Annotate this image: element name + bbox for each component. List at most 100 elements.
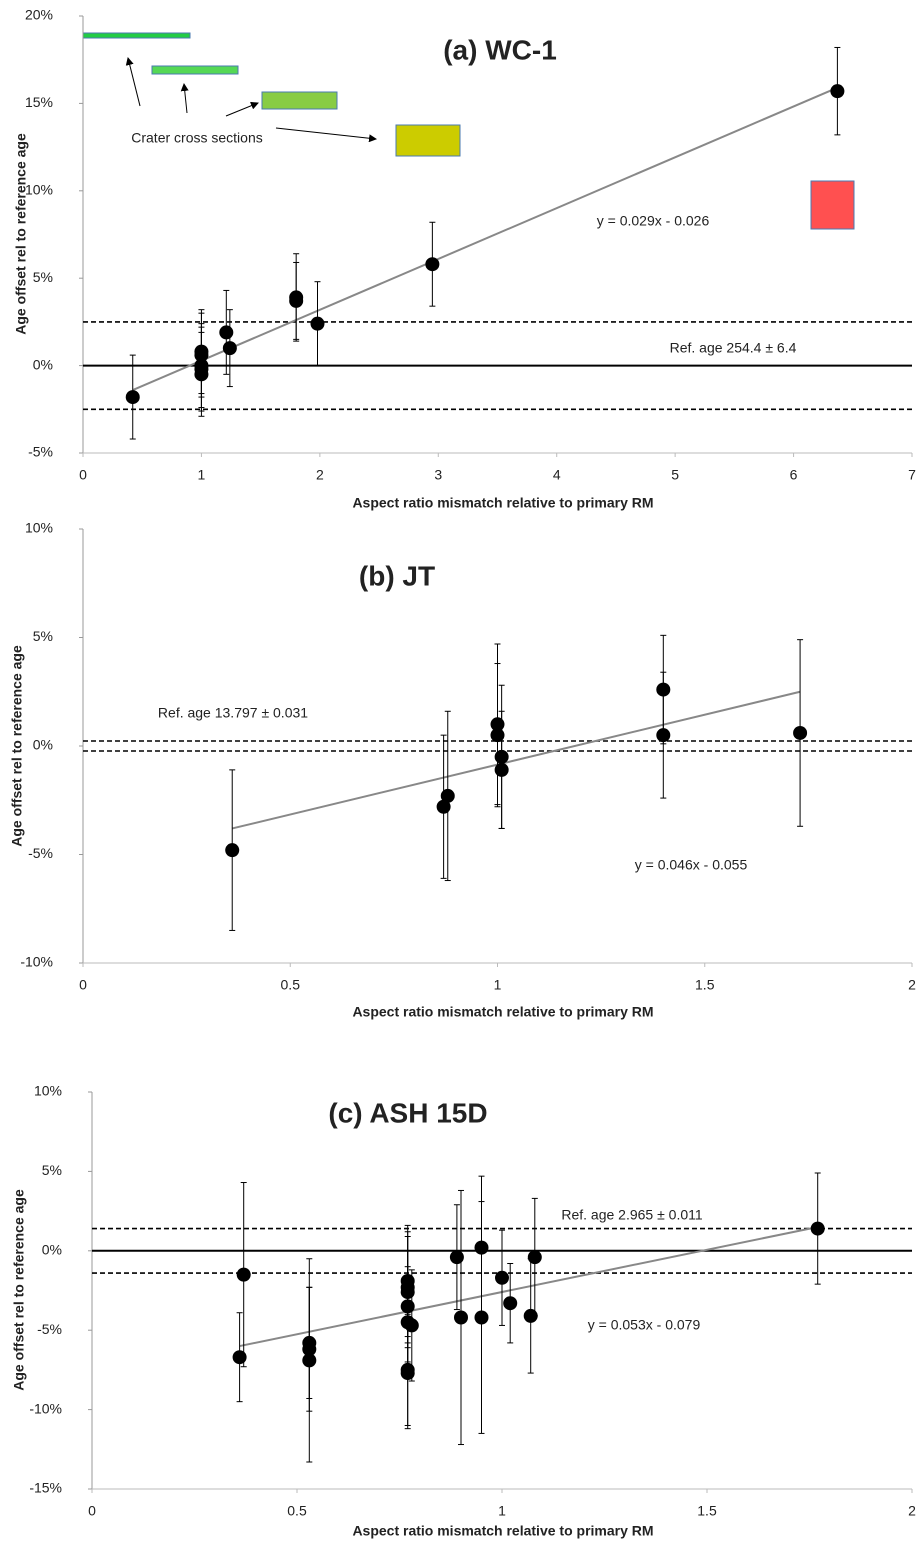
crater-shape bbox=[261, 91, 338, 110]
data-point bbox=[404, 1318, 419, 1333]
data-point bbox=[830, 84, 845, 99]
data-point bbox=[236, 1267, 251, 1282]
data-point bbox=[400, 1366, 415, 1381]
data-point bbox=[289, 293, 304, 308]
y-tick-label: 0% bbox=[33, 737, 53, 753]
data-point bbox=[232, 1350, 247, 1365]
x-axis-title: Aspect ratio mismatch relative to primar… bbox=[352, 495, 653, 511]
trendline bbox=[231, 690, 801, 830]
data-point bbox=[302, 1353, 317, 1368]
x-tick-label: 3 bbox=[434, 467, 442, 483]
x-tick-label: 0.5 bbox=[287, 1503, 307, 1519]
chart-title: (b) JT bbox=[359, 560, 435, 591]
y-tick-label: 5% bbox=[33, 269, 53, 285]
crater-shape bbox=[395, 124, 461, 157]
data-point bbox=[527, 1250, 542, 1265]
data-point bbox=[495, 1270, 509, 1285]
arrow bbox=[125, 57, 141, 107]
data-point bbox=[225, 843, 240, 858]
y-axis-title: Age offset rel to reference age bbox=[11, 1189, 27, 1391]
data-point bbox=[449, 1250, 464, 1265]
y-tick-label: -5% bbox=[28, 444, 53, 460]
annotation: y = 0.029x - 0.026 bbox=[597, 213, 710, 229]
x-tick-label: 0.5 bbox=[281, 977, 301, 993]
y-axis-title: Age offset rel to reference age bbox=[9, 645, 25, 847]
crater-sketches bbox=[82, 32, 855, 230]
annotation: Ref. age 254.4 ± 6.4 bbox=[670, 340, 797, 356]
annotation: y = 0.053x - 0.079 bbox=[588, 1317, 701, 1333]
x-tick-label: 1 bbox=[494, 977, 502, 993]
data-point bbox=[436, 799, 451, 814]
y-tick-label: -10% bbox=[20, 954, 53, 970]
chart-title: (c) ASH 15D bbox=[328, 1097, 487, 1128]
y-tick-label: 15% bbox=[25, 94, 53, 110]
y-tick-label: 5% bbox=[42, 1162, 62, 1178]
x-tick-label: 0 bbox=[79, 977, 87, 993]
x-tick-label: 5 bbox=[671, 467, 679, 483]
x-axis-title: Aspect ratio mismatch relative to primar… bbox=[352, 1523, 653, 1539]
arrow bbox=[180, 83, 189, 114]
annotation: y = 0.046x - 0.055 bbox=[635, 857, 748, 873]
y-tick-label: 0% bbox=[42, 1242, 62, 1258]
data-point bbox=[656, 682, 671, 697]
crater-shape bbox=[82, 32, 191, 39]
crater-shape bbox=[151, 65, 239, 75]
data-point bbox=[494, 762, 509, 777]
data-point bbox=[194, 367, 209, 382]
y-tick-label: 10% bbox=[25, 182, 53, 198]
data-point bbox=[523, 1308, 538, 1323]
x-tick-label: 1.5 bbox=[695, 977, 715, 993]
data-point bbox=[425, 257, 440, 272]
data-point bbox=[494, 749, 509, 764]
annotation: Ref. age 13.797 ± 0.031 bbox=[158, 705, 308, 721]
data-point bbox=[490, 717, 505, 732]
trendline bbox=[239, 1226, 818, 1348]
data-point bbox=[194, 348, 209, 363]
x-tick-label: 1.5 bbox=[697, 1503, 717, 1519]
data-point bbox=[400, 1299, 415, 1314]
data-point bbox=[302, 1342, 317, 1357]
data-point bbox=[440, 788, 455, 803]
x-tick-label: 0 bbox=[88, 1503, 96, 1519]
data-point bbox=[222, 341, 237, 356]
y-tick-label: -5% bbox=[37, 1321, 62, 1337]
y-tick-label: 10% bbox=[25, 520, 53, 536]
y-tick-label: -10% bbox=[29, 1400, 62, 1416]
y-tick-label: 10% bbox=[34, 1083, 62, 1099]
crater-shape bbox=[810, 180, 855, 230]
y-axis-title: Age offset rel to reference age bbox=[13, 133, 29, 335]
data-point bbox=[400, 1285, 415, 1300]
data-point bbox=[219, 325, 234, 340]
y-tick-label: -5% bbox=[28, 845, 53, 861]
y-tick-label: 20% bbox=[25, 7, 53, 23]
x-tick-label: 4 bbox=[553, 467, 561, 483]
data-point bbox=[793, 725, 808, 740]
data-point bbox=[490, 728, 505, 743]
x-tick-label: 0 bbox=[79, 467, 87, 483]
x-tick-label: 6 bbox=[790, 467, 798, 483]
y-tick-label: 5% bbox=[33, 628, 53, 644]
data-point bbox=[656, 728, 671, 743]
arrow bbox=[275, 127, 377, 143]
x-tick-label: 2 bbox=[908, 977, 916, 993]
arrow bbox=[225, 101, 259, 117]
x-tick-label: 1 bbox=[198, 467, 206, 483]
data-point bbox=[503, 1296, 518, 1311]
x-axis-title: Aspect ratio mismatch relative to primar… bbox=[352, 1004, 653, 1020]
data-point bbox=[810, 1221, 825, 1236]
y-tick-label: -15% bbox=[29, 1480, 62, 1496]
data-point bbox=[474, 1310, 489, 1325]
data-point bbox=[454, 1310, 468, 1325]
chart-title: (a) WC-1 bbox=[443, 34, 557, 65]
annotation: Crater cross sections bbox=[131, 130, 262, 146]
x-tick-label: 7 bbox=[908, 467, 916, 483]
y-tick-label: 0% bbox=[33, 356, 53, 372]
data-point bbox=[310, 316, 325, 331]
x-tick-label: 2 bbox=[908, 1503, 916, 1519]
trendline bbox=[132, 86, 838, 391]
x-tick-label: 1 bbox=[498, 1503, 506, 1519]
data-point bbox=[125, 390, 140, 405]
data-point bbox=[474, 1240, 489, 1255]
